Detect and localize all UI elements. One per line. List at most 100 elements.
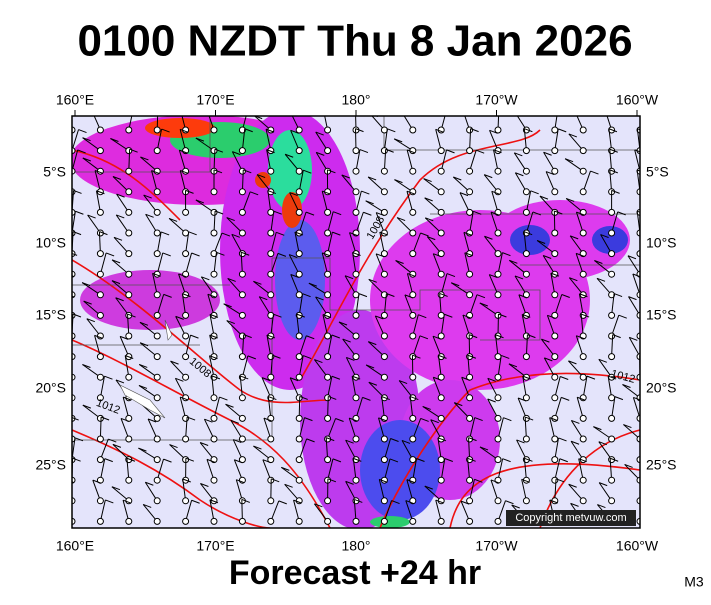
station — [126, 168, 132, 174]
barb-shaft — [65, 109, 72, 130]
station — [353, 271, 359, 277]
station — [325, 148, 331, 154]
station — [183, 333, 189, 339]
station — [183, 251, 189, 257]
barb-feather — [158, 108, 166, 111]
station — [467, 395, 473, 401]
station — [609, 354, 615, 360]
station — [268, 374, 274, 380]
station — [97, 518, 103, 524]
station — [211, 436, 217, 442]
station — [410, 436, 416, 442]
station — [580, 477, 586, 483]
station — [438, 189, 444, 195]
station — [495, 436, 501, 442]
station — [467, 148, 473, 154]
station — [154, 209, 160, 215]
station — [211, 271, 217, 277]
station — [552, 333, 558, 339]
station — [495, 395, 501, 401]
barb-shaft — [640, 500, 646, 521]
map-area — [55, 108, 655, 530]
station — [325, 498, 331, 504]
station — [523, 436, 529, 442]
station — [268, 498, 274, 504]
barb-shaft — [55, 363, 72, 377]
station — [154, 251, 160, 257]
barb-feather — [558, 108, 566, 111]
station — [467, 292, 473, 298]
barb-feather — [133, 108, 141, 111]
station — [154, 333, 160, 339]
station — [211, 477, 217, 483]
station — [97, 127, 103, 133]
station — [211, 148, 217, 154]
station — [523, 189, 529, 195]
station — [467, 518, 473, 524]
station — [552, 477, 558, 483]
barb-shaft — [66, 480, 72, 501]
station — [239, 209, 245, 215]
barb-feather — [207, 109, 215, 112]
station — [381, 333, 387, 339]
station — [239, 189, 245, 195]
station — [580, 168, 586, 174]
barb-feather — [59, 504, 67, 507]
station — [296, 333, 302, 339]
station — [126, 292, 132, 298]
barb-feather — [92, 110, 100, 113]
barb-feather — [647, 192, 655, 195]
barb-feather — [323, 108, 331, 111]
station — [552, 292, 558, 298]
station — [609, 230, 615, 236]
station — [154, 230, 160, 236]
station — [467, 415, 473, 421]
title: 0100 NZDT Thu 8 Jan 2026 — [77, 17, 632, 66]
barb-feather — [290, 110, 298, 113]
station — [467, 271, 473, 277]
barb-feather — [65, 109, 73, 112]
station — [438, 168, 444, 174]
station — [381, 312, 387, 318]
station — [325, 209, 331, 215]
station — [381, 518, 387, 524]
station — [126, 333, 132, 339]
station — [97, 457, 103, 463]
station — [97, 148, 103, 154]
longitude-label: 170°W — [475, 92, 518, 108]
station — [154, 415, 160, 421]
station — [523, 168, 529, 174]
station — [381, 374, 387, 380]
station — [183, 436, 189, 442]
barb-feather — [248, 109, 256, 112]
station — [239, 518, 245, 524]
station — [211, 230, 217, 236]
station — [239, 436, 245, 442]
station — [239, 333, 245, 339]
station — [353, 333, 359, 339]
barb-feather — [648, 439, 656, 442]
station — [609, 333, 615, 339]
station — [580, 189, 586, 195]
station — [183, 230, 189, 236]
station — [580, 127, 586, 133]
station — [495, 457, 501, 463]
station — [126, 189, 132, 195]
latitude-label: 25°S — [35, 457, 66, 473]
station — [239, 312, 245, 318]
station — [325, 127, 331, 133]
barb-feather — [58, 339, 66, 342]
longitude-label: 180° — [342, 92, 371, 108]
station — [126, 230, 132, 236]
station — [126, 127, 132, 133]
station — [268, 230, 274, 236]
station — [296, 168, 302, 174]
station — [353, 209, 359, 215]
station — [353, 436, 359, 442]
station — [495, 127, 501, 133]
station — [97, 436, 103, 442]
station — [609, 477, 615, 483]
station — [410, 312, 416, 318]
station — [97, 374, 103, 380]
